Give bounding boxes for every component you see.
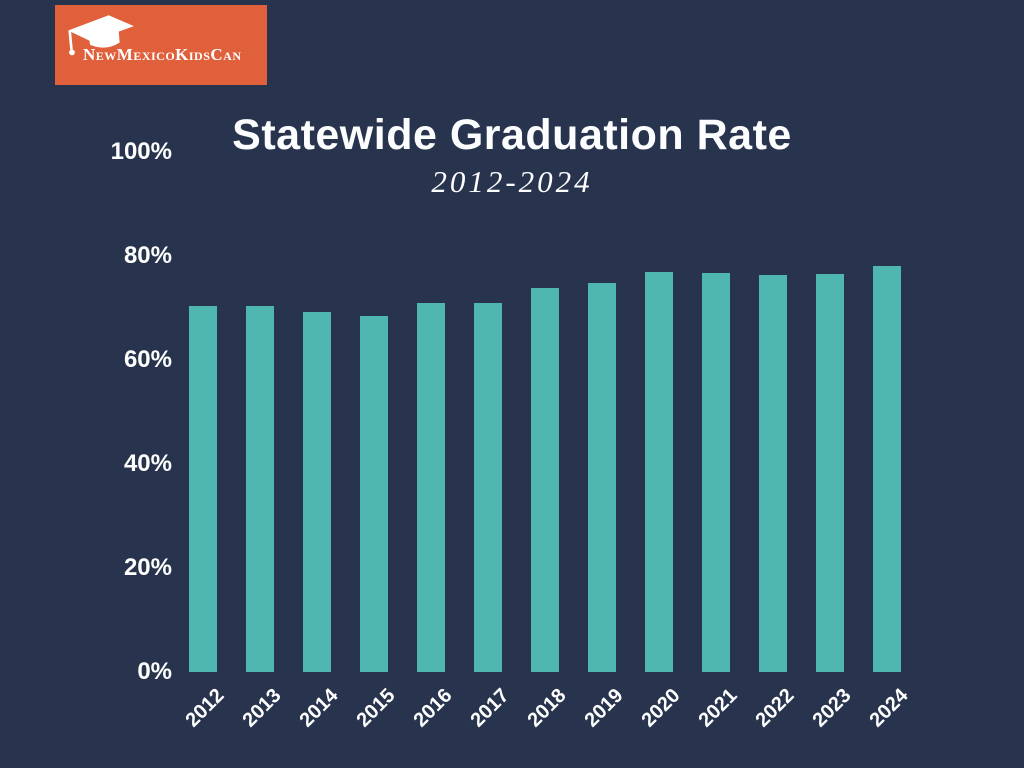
bar-2021	[701, 272, 730, 672]
y-tick-60%: 60%	[123, 346, 172, 373]
y-tick-40%: 40%	[123, 450, 172, 477]
brand-logo-badge: NewMexicoKidsCan	[55, 5, 267, 85]
x-tick-2014: 2014	[294, 684, 343, 732]
bar-2020	[644, 272, 673, 672]
x-tick-2013: 2013	[237, 684, 286, 732]
bar-2014	[302, 312, 331, 672]
y-tick-80%: 80%	[123, 242, 172, 269]
x-tick-2020: 2020	[636, 684, 685, 732]
bar-2013	[245, 306, 274, 672]
bar-2017	[473, 303, 502, 672]
x-tick-2019: 2019	[579, 684, 628, 732]
bar-2016	[416, 303, 445, 672]
brand-name: NewMexicoKidsCan	[83, 45, 242, 64]
bar-2018	[530, 288, 559, 672]
bar-2024	[872, 265, 901, 672]
y-tick-20%: 20%	[123, 554, 172, 581]
y-tick-0%: 0%	[137, 658, 172, 685]
x-tick-2023: 2023	[807, 684, 856, 732]
x-tick-2012: 2012	[180, 684, 229, 732]
graduation-cap-icon	[68, 15, 134, 56]
x-tick-2024: 2024	[864, 684, 913, 732]
x-tick-2016: 2016	[408, 684, 457, 732]
x-tick-2015: 2015	[351, 684, 400, 732]
x-tick-2022: 2022	[750, 684, 799, 732]
y-tick-100%: 100%	[110, 138, 172, 165]
bar-2022	[758, 274, 787, 672]
bar-2012	[188, 306, 217, 672]
bar-2015	[359, 316, 388, 672]
bar-2019	[587, 283, 616, 672]
x-tick-2018: 2018	[522, 684, 571, 732]
x-tick-2017: 2017	[465, 684, 514, 732]
x-tick-2021: 2021	[693, 684, 742, 732]
bar-2023	[815, 273, 844, 672]
